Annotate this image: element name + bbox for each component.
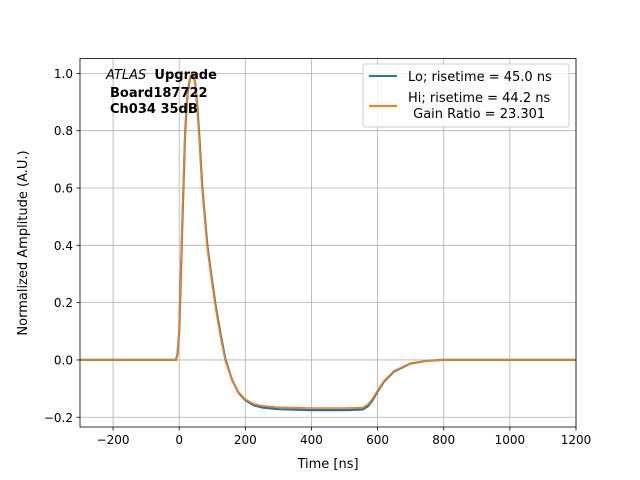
x-tick-label: 0: [175, 433, 183, 447]
annotation-upgrade: Upgrade: [154, 68, 217, 83]
annotation-board: Board187722: [110, 86, 208, 101]
annotation-channel: Ch034 35dB: [110, 102, 198, 117]
legend: Lo; risetime = 45.0 ns Hi; risetime = 44…: [362, 63, 570, 128]
series-group: [80, 72, 576, 412]
y-tick-label: 0.2: [54, 296, 73, 310]
annotation-atlas: ATLAS: [105, 68, 146, 83]
x-tick-label: 1200: [561, 433, 592, 447]
y-tick-label: 0.0: [54, 353, 73, 367]
y-tick-label: −0.2: [44, 411, 73, 425]
y-tick-label: 0.8: [54, 124, 73, 138]
x-tick-label: 400: [300, 433, 323, 447]
y-tick-label: 0.4: [54, 239, 73, 253]
y-tick-label: 0.6: [54, 182, 73, 196]
series-line-hi: [80, 72, 576, 409]
x-tick-label: 600: [366, 433, 389, 447]
x-axis-label: Time [ns]: [296, 457, 358, 472]
y-axis-label: Normalized Amplitude (A.U.): [16, 150, 31, 335]
y-tick-label: 1.0: [54, 67, 73, 81]
legend-label-hi: Hi; risetime = 44.2 ns: [408, 91, 550, 106]
legend-label-gain-ratio: Gain Ratio = 23.301: [409, 107, 545, 122]
x-tick-label: 800: [432, 433, 455, 447]
annotation-line1: ATLAS Upgrade: [105, 68, 217, 83]
legend-label-lo: Lo; risetime = 45.0 ns: [408, 70, 552, 85]
x-tick-label: −200: [97, 433, 130, 447]
legend-box: [362, 63, 570, 128]
ticks: −200 0 200 400 600 800 1000 1200 −0.2 0.0 0.2 0.4 0.…: [44, 67, 591, 447]
x-tick-label: 1000: [495, 433, 526, 447]
plot-frame: [79, 58, 577, 428]
x-tick-label: 200: [234, 433, 257, 447]
